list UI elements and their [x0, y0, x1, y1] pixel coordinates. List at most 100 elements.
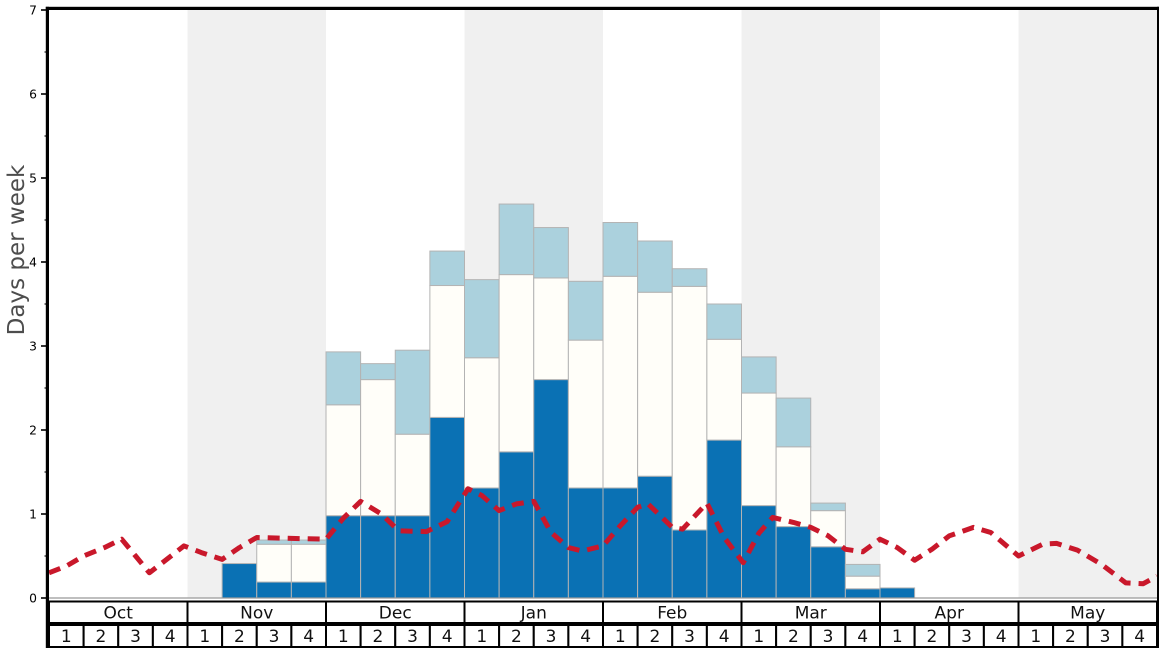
bar-segment-light-blue-bars	[810, 502, 846, 512]
red-line-layer	[48, 486, 1159, 587]
bar-segment-white-bars	[394, 433, 431, 517]
bar-segment-light-blue-bars	[498, 203, 535, 276]
month-label: Jan	[520, 603, 547, 623]
bar-segment-dark-blue-bars	[256, 581, 292, 599]
bar-segment-white-bars	[775, 446, 812, 528]
week-label: 3	[1100, 627, 1111, 647]
bar-segment-dark-blue-bars	[775, 526, 812, 599]
week-label: 2	[1065, 627, 1076, 647]
week-cell	[1121, 624, 1158, 648]
week-label: 4	[165, 627, 176, 647]
week-label: 1	[476, 627, 487, 647]
week-label: 4	[996, 627, 1007, 647]
bar-segment-light-blue-bars	[325, 351, 362, 406]
week-label: 4	[1134, 627, 1145, 647]
week-label: 1	[615, 627, 626, 647]
bar-segment-light-blue-bars	[429, 250, 465, 287]
week-label: 3	[407, 627, 418, 647]
week-label: 1	[753, 627, 764, 647]
bar-segment-dark-blue-bars	[810, 546, 846, 599]
week-label: 2	[96, 627, 107, 647]
bar-segment-white-bars	[360, 379, 396, 517]
bar-segment-light-blue-bars	[256, 539, 292, 545]
month-label: Apr	[935, 603, 964, 623]
axis-spines-layer	[45, 6, 1159, 648]
week-label: 2	[927, 627, 938, 647]
bar-segment-white-bars	[533, 277, 569, 381]
bar-segment-white-bars	[844, 575, 881, 590]
red-dashed-line	[48, 486, 1159, 587]
bar-segment-light-blue-bars	[671, 268, 708, 287]
top-axis-spine	[45, 6, 1159, 10]
bar-segment-light-blue-bars	[775, 397, 812, 448]
week-label: 3	[546, 627, 557, 647]
week-label: 2	[511, 627, 522, 647]
month-label: May	[1070, 603, 1105, 623]
bar-segment-white-bars	[498, 274, 535, 453]
week-label: 3	[684, 627, 695, 647]
week-label: 2	[234, 627, 245, 647]
week-label: 4	[442, 627, 453, 647]
bar-segment-dark-blue-bars	[464, 487, 500, 599]
y-tick-label: 0	[29, 591, 37, 605]
week-label: 1	[338, 627, 349, 647]
week-label: 4	[857, 627, 868, 647]
bar-segment-dark-blue-bars	[360, 515, 396, 599]
bar-segment-white-bars	[741, 392, 777, 507]
y-tick-label: 5	[29, 171, 37, 185]
y-axis-title: Days per week	[4, 164, 30, 335]
month-week-table-layer: Oct Nov Dec Jan Feb Mar Apr May 1 2 3 4 1 2 3 4 1 2 3 4 1 2 3 4…	[48, 600, 1158, 648]
bar-segment-white-bars	[567, 339, 604, 489]
bar-segment-dark-blue-bars	[290, 581, 327, 599]
bar-segment-light-blue-bars	[602, 222, 639, 277]
month-label: Dec	[379, 603, 412, 623]
bar-segment-dark-blue-bars	[637, 475, 673, 599]
bar-segment-light-blue-bars	[637, 240, 673, 293]
bar-segment-light-blue-bars	[844, 563, 881, 577]
week-label: 1	[1030, 627, 1041, 647]
week-label: 2	[373, 627, 384, 647]
y-tick-label: 6	[29, 87, 37, 101]
week-label: 2	[788, 627, 799, 647]
y-tick-label: 2	[29, 423, 37, 437]
month-shading-band	[187, 10, 326, 598]
bar-segment-white-bars	[290, 543, 327, 583]
bar-segment-light-blue-bars	[394, 349, 431, 435]
week-label: 1	[892, 627, 903, 647]
right-axis-spine	[1157, 6, 1159, 648]
week-label: 3	[961, 627, 972, 647]
y-tick-label: 4	[29, 255, 37, 269]
week-label: 2	[650, 627, 661, 647]
bar-segment-dark-blue-bars	[429, 416, 465, 599]
month-shading-band	[1018, 10, 1157, 598]
y-tick-label: 3	[29, 339, 37, 353]
bar-segment-dark-blue-bars	[567, 487, 604, 599]
bar-segment-dark-blue-bars	[671, 529, 708, 599]
week-label: 4	[580, 627, 591, 647]
bar-segment-white-bars	[325, 404, 362, 517]
bar-segment-white-bars	[429, 285, 465, 418]
bar-segment-white-bars	[637, 291, 673, 477]
bar-segment-dark-blue-bars	[879, 587, 916, 599]
left-axis-spine	[45, 6, 49, 648]
y-tick-label: 7	[29, 3, 37, 17]
bar-segment-light-blue-bars	[706, 303, 742, 340]
bar-segment-white-bars	[706, 338, 742, 441]
month-label: Nov	[240, 603, 273, 623]
bar-segment-dark-blue-bars	[706, 439, 742, 599]
week-label: 1	[61, 627, 72, 647]
bar-segment-white-bars	[256, 543, 292, 583]
bar-segment-white-bars	[671, 285, 708, 531]
month-label: Oct	[104, 603, 134, 623]
bar-segment-light-blue-bars	[533, 227, 569, 279]
bar-segment-dark-blue-bars	[844, 588, 881, 599]
bar-segment-light-blue-bars	[567, 280, 604, 341]
week-label: 1	[199, 627, 210, 647]
bar-segment-dark-blue-bars	[533, 379, 569, 599]
week-label: 4	[719, 627, 730, 647]
bar-segment-dark-blue-bars	[498, 451, 535, 599]
week-label: 4	[303, 627, 314, 647]
week-label: 3	[130, 627, 141, 647]
